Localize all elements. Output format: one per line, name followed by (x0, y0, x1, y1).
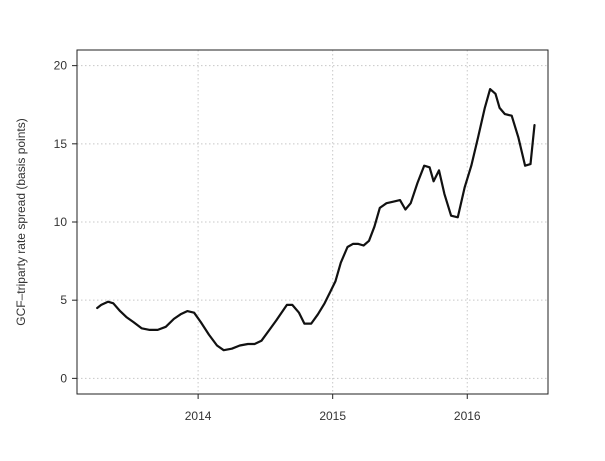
x-tick-label: 2015 (319, 409, 346, 423)
x-tick-label: 2014 (185, 409, 212, 423)
y-axis-label: GCF–triparty rate spread (basis points) (14, 118, 28, 325)
y-tick-label: 10 (54, 215, 68, 229)
y-axis: 0 5 10 15 20 (54, 59, 77, 385)
x-axis: 2014 2015 2016 (185, 394, 481, 423)
series-layer (96, 87, 536, 352)
y-tick-label: 0 (60, 371, 67, 385)
x-tick-label: 2016 (454, 409, 481, 423)
grid-layer (77, 50, 548, 394)
y-tick-label: 20 (54, 59, 68, 73)
series-line (96, 87, 536, 352)
y-tick-label: 15 (54, 137, 68, 151)
y-tick-label: 5 (60, 293, 67, 307)
